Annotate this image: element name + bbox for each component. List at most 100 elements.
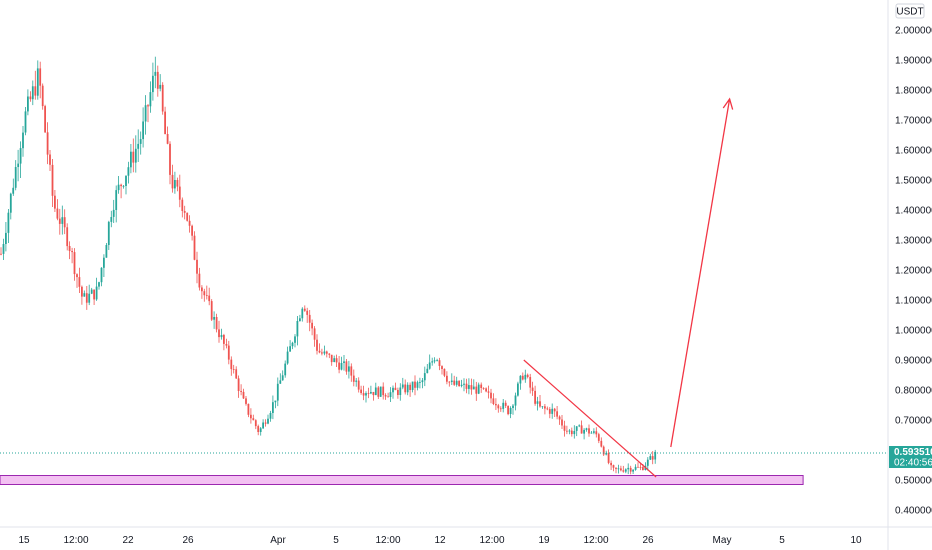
candle	[465, 378, 468, 394]
candle	[134, 135, 137, 173]
candle	[61, 205, 64, 235]
candle	[85, 286, 88, 310]
candle	[379, 386, 382, 397]
candle	[507, 405, 509, 416]
candle	[639, 462, 642, 471]
candle	[122, 185, 125, 189]
candle	[370, 385, 372, 395]
candle	[423, 366, 426, 387]
candle	[254, 419, 257, 430]
candle	[345, 359, 348, 375]
candle	[448, 381, 451, 387]
candle	[362, 385, 365, 401]
candle	[482, 387, 485, 390]
candle	[159, 74, 162, 92]
candle	[46, 122, 49, 165]
candle	[497, 403, 500, 413]
candle	[389, 387, 392, 402]
candle	[517, 381, 519, 397]
candle	[607, 449, 610, 465]
candle	[73, 248, 76, 281]
candle	[536, 396, 539, 411]
candle	[338, 356, 340, 374]
candle	[225, 338, 228, 349]
candle	[196, 251, 198, 284]
candle	[76, 273, 78, 288]
candle	[149, 81, 152, 113]
support-zone[interactable]	[0, 475, 804, 485]
candle	[156, 65, 159, 97]
candle	[629, 465, 632, 475]
time-tick-label: 10	[850, 535, 862, 546]
candle	[355, 378, 358, 387]
candle	[472, 379, 475, 390]
candle	[333, 355, 336, 363]
candle	[267, 414, 269, 425]
candle	[188, 215, 191, 233]
candle	[112, 199, 115, 223]
candle	[593, 428, 595, 435]
candle	[316, 334, 318, 355]
time-axis[interactable]: 15 12:00 22 26 Apr 5 12:00 12 12:00 19 12:00 26 May 5…	[18, 535, 862, 546]
candle	[68, 241, 71, 260]
candle	[428, 354, 431, 370]
candle	[103, 254, 105, 277]
candle	[372, 391, 375, 401]
candle	[306, 307, 309, 323]
candle	[166, 126, 169, 145]
candle	[597, 432, 600, 444]
candle	[279, 373, 282, 384]
candle	[230, 356, 233, 376]
candle	[125, 175, 127, 195]
candle	[289, 340, 291, 352]
candle	[272, 395, 274, 420]
candle	[548, 407, 551, 419]
candle	[237, 375, 240, 398]
candle	[600, 437, 603, 448]
currency-label: USDT	[896, 7, 923, 18]
candle	[137, 129, 140, 162]
descending-trendline[interactable]	[523, 359, 657, 478]
candle	[384, 393, 387, 400]
candle	[534, 385, 536, 406]
candle	[176, 177, 179, 192]
candle	[130, 144, 132, 174]
price-tick-label: 1.300000	[895, 236, 932, 247]
projection-arrow[interactable]	[670, 98, 731, 448]
arrow-head-icon	[722, 97, 734, 110]
candle	[374, 382, 377, 396]
candle	[0, 247, 2, 256]
candle	[105, 243, 108, 258]
candle	[9, 192, 12, 220]
candle	[115, 185, 118, 223]
candle	[78, 267, 81, 293]
candle	[637, 462, 639, 468]
currency-label-box[interactable]: USDT	[895, 3, 925, 19]
candle	[144, 95, 147, 135]
candle	[544, 404, 546, 415]
candle	[299, 314, 301, 322]
candle	[36, 60, 39, 100]
candle	[575, 426, 578, 437]
candle	[580, 420, 583, 434]
candle	[421, 378, 424, 389]
candle	[301, 307, 304, 322]
candle	[218, 320, 220, 343]
candle	[100, 267, 103, 287]
candle	[34, 70, 37, 100]
candle	[208, 287, 211, 306]
candle	[512, 404, 514, 415]
candle	[546, 406, 549, 411]
candle	[350, 363, 353, 382]
candle	[107, 220, 110, 250]
candle	[215, 313, 218, 333]
candle	[585, 427, 588, 432]
countdown-timer: 02:40:56	[894, 458, 932, 469]
drawings-layer[interactable]	[523, 97, 734, 478]
